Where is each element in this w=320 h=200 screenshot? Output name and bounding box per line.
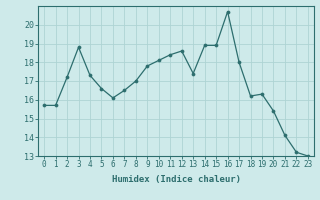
X-axis label: Humidex (Indice chaleur): Humidex (Indice chaleur) [111, 175, 241, 184]
